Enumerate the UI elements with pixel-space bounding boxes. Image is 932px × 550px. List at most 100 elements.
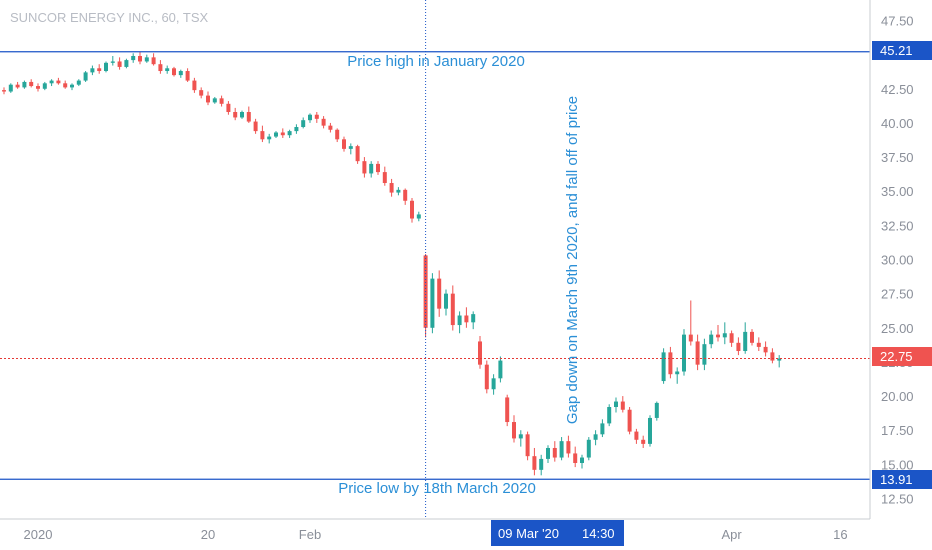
candle-body	[546, 447, 550, 459]
candle-body	[770, 352, 775, 361]
candle-body	[212, 98, 217, 103]
candle	[49, 79, 54, 87]
candle-body	[294, 127, 299, 132]
candle-body	[702, 344, 707, 365]
candle	[314, 111, 319, 123]
candle-body	[559, 441, 564, 458]
candle-body	[165, 68, 170, 72]
candle	[376, 161, 380, 175]
candle-body	[410, 200, 414, 219]
candle	[688, 300, 693, 346]
candle	[648, 415, 652, 447]
candle-body	[240, 111, 244, 118]
candle	[416, 211, 421, 222]
candle-body	[518, 434, 523, 439]
y-tick-label: 27.50	[881, 287, 914, 302]
candle	[212, 96, 217, 104]
candle-body	[151, 57, 156, 65]
candle-body	[63, 83, 68, 88]
candle	[192, 77, 197, 93]
candle	[199, 87, 204, 99]
candle	[76, 79, 81, 87]
current-value-text: 22.75	[880, 349, 913, 364]
candle-body	[743, 331, 748, 352]
candle	[403, 188, 408, 205]
candle	[335, 128, 340, 143]
candle	[756, 337, 761, 352]
candle	[539, 454, 544, 476]
candle-body	[450, 293, 455, 326]
candle-body	[573, 453, 578, 464]
candle-body	[83, 72, 88, 81]
candle-body	[552, 447, 557, 458]
y-tick-label: 35.00	[881, 184, 914, 199]
candle-body	[172, 68, 176, 76]
candle-body	[525, 434, 530, 457]
candle	[308, 113, 312, 123]
x-tick-label: 2020	[24, 527, 53, 542]
candle-body	[138, 55, 142, 62]
candle	[702, 338, 707, 371]
candle	[15, 81, 20, 89]
candle	[246, 106, 251, 123]
candle-body	[729, 333, 734, 343]
candle	[525, 431, 530, 461]
candle-body	[2, 90, 6, 92]
candle-body	[382, 172, 387, 184]
candle	[743, 322, 748, 354]
y-tick-label: 20.00	[881, 389, 914, 404]
candle-body	[654, 402, 659, 418]
candle-body	[566, 441, 571, 454]
candle	[668, 346, 673, 379]
candle	[736, 337, 741, 356]
candle-body	[355, 146, 360, 162]
candle	[444, 289, 448, 316]
candle	[42, 81, 47, 91]
candle	[267, 133, 272, 144]
candle	[165, 65, 170, 74]
candle-body	[348, 146, 353, 149]
candle	[185, 68, 190, 82]
candle-body	[763, 346, 768, 353]
candle	[2, 87, 6, 95]
candle	[682, 329, 686, 376]
candle-body	[131, 55, 136, 61]
candle-body	[539, 458, 544, 470]
candle	[342, 136, 346, 152]
candle-body	[8, 84, 13, 92]
candle-body	[661, 352, 666, 382]
x-tick-label: Apr	[721, 527, 742, 542]
candle	[389, 178, 394, 197]
candle-body	[70, 84, 74, 88]
candle	[124, 58, 129, 69]
candle	[512, 415, 516, 443]
candle	[641, 435, 646, 448]
y-tick-label: 12.50	[881, 492, 914, 507]
candle	[158, 60, 163, 74]
candle	[729, 330, 734, 347]
candle	[661, 348, 666, 384]
candle	[464, 307, 469, 328]
candle	[369, 161, 374, 178]
candle-body	[362, 161, 367, 174]
candle	[110, 55, 115, 66]
candle	[763, 341, 768, 357]
candle-body	[695, 341, 700, 365]
candle	[498, 356, 503, 383]
candle	[301, 117, 306, 129]
candle-body	[600, 423, 605, 435]
candle-body	[675, 371, 680, 375]
y-tick-label: 32.50	[881, 218, 914, 233]
candle-body	[512, 422, 516, 439]
candle	[240, 110, 244, 119]
candle	[695, 334, 700, 371]
candle	[233, 107, 238, 121]
candle	[22, 80, 27, 89]
y-tick-label: 47.50	[881, 13, 914, 28]
label-low-value: 13.91	[872, 470, 932, 489]
candle	[172, 66, 176, 77]
candle-body	[736, 342, 741, 352]
candle	[274, 131, 278, 138]
candle-body	[158, 64, 163, 72]
